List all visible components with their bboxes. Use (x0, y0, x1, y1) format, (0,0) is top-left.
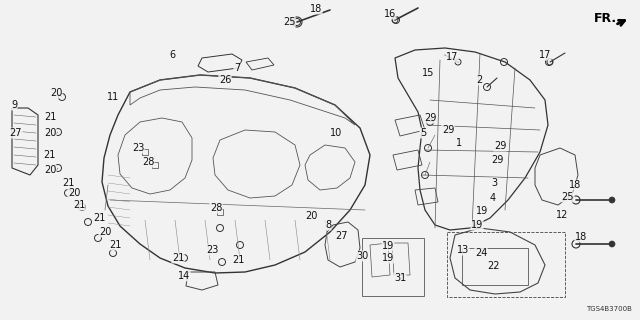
Text: 20: 20 (68, 188, 80, 198)
Text: 15: 15 (422, 68, 434, 78)
Text: 21: 21 (172, 253, 184, 263)
Text: 18: 18 (310, 4, 322, 14)
Text: 29: 29 (424, 113, 436, 123)
Text: 19: 19 (382, 253, 394, 263)
Text: 18: 18 (575, 232, 587, 242)
Text: 20: 20 (50, 88, 62, 98)
Text: 19: 19 (476, 206, 488, 216)
Text: 14: 14 (178, 271, 190, 281)
Text: 23: 23 (132, 143, 144, 153)
Text: 19: 19 (471, 220, 483, 230)
Text: 28: 28 (142, 157, 154, 167)
Text: 25: 25 (283, 17, 295, 27)
Text: 28: 28 (210, 203, 222, 213)
Text: FR.: FR. (594, 12, 617, 25)
Text: 5: 5 (420, 128, 426, 138)
Text: 23: 23 (206, 245, 218, 255)
Text: 27: 27 (10, 128, 22, 138)
Text: 11: 11 (107, 92, 119, 102)
Bar (142, 149, 148, 155)
Text: 24: 24 (475, 248, 487, 258)
Text: 30: 30 (356, 251, 368, 261)
Text: 2: 2 (476, 75, 482, 85)
Text: 21: 21 (43, 150, 55, 160)
Text: 21: 21 (109, 240, 121, 250)
Text: 18: 18 (569, 180, 581, 190)
Text: 21: 21 (232, 255, 244, 265)
Text: 19: 19 (382, 241, 394, 251)
Text: 17: 17 (539, 50, 551, 60)
Text: TGS4B3700B: TGS4B3700B (586, 306, 632, 312)
Text: 10: 10 (330, 128, 342, 138)
Text: 7: 7 (234, 63, 240, 73)
Text: 20: 20 (99, 227, 111, 237)
Bar (362, 238, 424, 296)
Bar (447, 232, 565, 297)
Text: 12: 12 (556, 210, 568, 220)
Text: 21: 21 (44, 112, 56, 122)
Text: 21: 21 (73, 200, 85, 210)
Text: 20: 20 (305, 211, 317, 221)
Text: 21: 21 (62, 178, 74, 188)
Text: 6: 6 (169, 50, 175, 60)
Text: 1: 1 (456, 138, 462, 148)
Circle shape (609, 241, 615, 247)
Text: 13: 13 (457, 245, 469, 255)
Bar (152, 162, 158, 168)
Text: 29: 29 (491, 155, 503, 165)
Text: 3: 3 (491, 178, 497, 188)
Text: 17: 17 (446, 52, 458, 62)
Text: 21: 21 (93, 213, 105, 223)
Text: 16: 16 (384, 9, 396, 19)
Text: 31: 31 (394, 273, 406, 283)
Circle shape (609, 197, 615, 203)
Text: 20: 20 (44, 165, 56, 175)
Text: 25: 25 (562, 192, 574, 202)
Text: 22: 22 (488, 261, 500, 271)
Text: 20: 20 (44, 128, 56, 138)
Text: 9: 9 (11, 100, 17, 110)
Bar (217, 209, 223, 215)
Text: 4: 4 (490, 193, 496, 203)
Text: 29: 29 (494, 141, 506, 151)
Text: 27: 27 (336, 231, 348, 241)
Text: 29: 29 (442, 125, 454, 135)
Text: 26: 26 (219, 75, 231, 85)
Text: 8: 8 (325, 220, 331, 230)
